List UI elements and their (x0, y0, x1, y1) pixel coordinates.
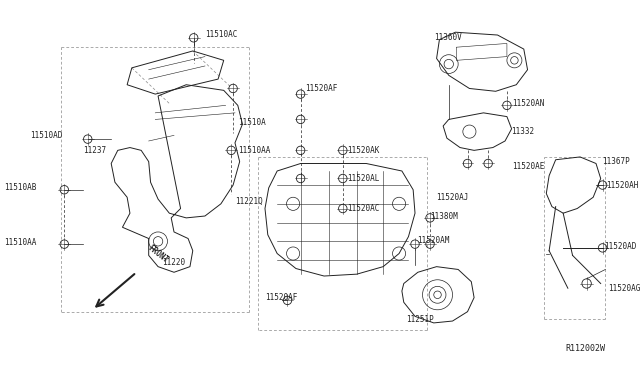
Text: 11520AN: 11520AN (513, 99, 545, 108)
Text: 11520AF: 11520AF (305, 84, 338, 93)
Text: 11380M: 11380M (430, 212, 458, 221)
Text: 11510AA: 11510AA (4, 238, 36, 247)
Text: 11221Q: 11221Q (236, 196, 263, 205)
Text: 11332: 11332 (511, 127, 535, 136)
Text: 11510AD: 11510AD (30, 131, 63, 140)
Text: 11510AB: 11510AB (4, 183, 36, 192)
Text: 11520AD: 11520AD (604, 241, 637, 250)
Text: 11520AM: 11520AM (417, 236, 449, 245)
Text: 11520AC: 11520AC (348, 204, 380, 213)
Text: 11520AL: 11520AL (348, 174, 380, 183)
Text: 11367P: 11367P (603, 157, 630, 166)
Text: 11520AK: 11520AK (348, 146, 380, 155)
Text: FRONT: FRONT (146, 243, 170, 265)
Text: 11237: 11237 (83, 146, 106, 155)
Text: R112002W: R112002W (565, 344, 605, 353)
Text: 11520AE: 11520AE (513, 162, 545, 171)
Text: 11251P: 11251P (406, 315, 433, 324)
Text: 11510AC: 11510AC (205, 30, 237, 39)
Text: 11510AA: 11510AA (238, 146, 270, 155)
Text: 11510A: 11510A (238, 118, 266, 127)
Text: 11520AF: 11520AF (265, 293, 298, 302)
Text: 11520AJ: 11520AJ (436, 193, 469, 202)
Text: 11520AH: 11520AH (606, 180, 639, 190)
Text: 11360V: 11360V (434, 33, 461, 42)
Text: 11520AG: 11520AG (608, 284, 640, 293)
Text: 11220: 11220 (163, 259, 186, 267)
